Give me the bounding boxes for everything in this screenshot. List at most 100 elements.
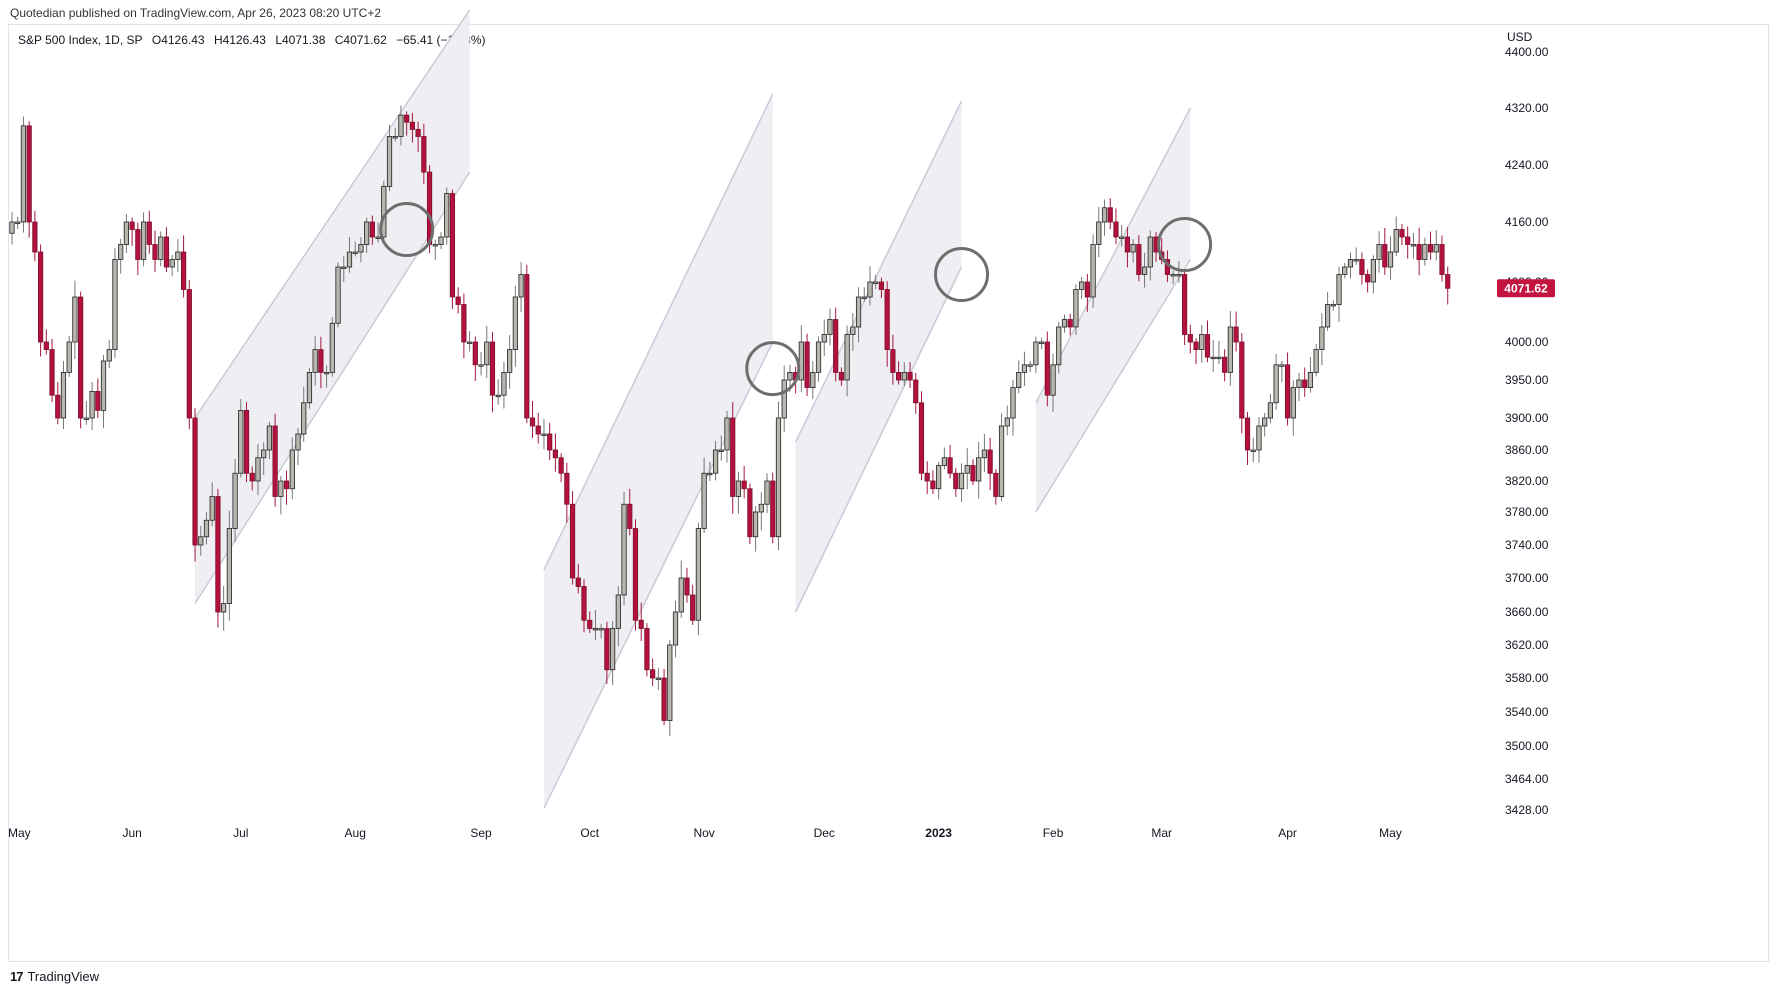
- candle: [26, 121, 32, 238]
- candle: [1004, 405, 1010, 436]
- candle: [993, 469, 999, 505]
- candle: [1176, 260, 1182, 283]
- candle: [1347, 252, 1354, 279]
- x-tick-label: Nov: [693, 826, 714, 840]
- candle: [815, 336, 822, 382]
- candle: [529, 400, 536, 438]
- chart-frame: [8, 24, 1769, 962]
- candle: [753, 506, 759, 552]
- candle: [335, 262, 341, 328]
- candle: [301, 386, 307, 442]
- candle: [261, 442, 267, 475]
- candle: [123, 213, 129, 253]
- legend-open: O4126.43: [151, 33, 205, 47]
- candle: [1107, 198, 1113, 230]
- candles-layer: [9, 105, 1451, 737]
- y-tick-label: 3500.00: [1505, 739, 1549, 753]
- candle: [1267, 393, 1273, 424]
- y-tick-label: 4000.00: [1505, 335, 1549, 349]
- y-tick-label: 3660.00: [1505, 605, 1549, 619]
- candle: [72, 280, 78, 360]
- candle: [449, 189, 456, 309]
- candle: [255, 444, 261, 496]
- candle: [346, 236, 353, 273]
- channel-fill-1: [543, 94, 773, 809]
- channel-lower-2: [794, 266, 963, 613]
- candle: [323, 365, 330, 388]
- candle: [352, 241, 358, 257]
- y-tick-label: 4160.00: [1505, 215, 1549, 229]
- candle: [1250, 437, 1256, 463]
- candle: [1136, 235, 1142, 282]
- candle: [295, 428, 301, 465]
- candle: [312, 336, 318, 386]
- candle: [718, 435, 724, 461]
- candle: [1119, 224, 1125, 247]
- x-tick-label: Sep: [470, 826, 492, 840]
- candle: [970, 459, 976, 485]
- candle: [1279, 360, 1285, 382]
- candle: [392, 127, 398, 142]
- candle: [821, 319, 827, 356]
- y-tick-label: 3780.00: [1505, 505, 1549, 519]
- candle: [650, 658, 656, 687]
- last-price-label: 4071.62: [1504, 281, 1548, 295]
- candle: [1256, 417, 1262, 463]
- candle: [15, 216, 21, 230]
- candle: [1079, 276, 1085, 299]
- candle: [936, 461, 942, 500]
- candle: [1044, 331, 1050, 407]
- candle: [1353, 247, 1359, 265]
- channel-fill-2: [795, 101, 962, 612]
- x-tick-label: May: [8, 826, 31, 840]
- candle: [1290, 380, 1296, 436]
- candle: [1010, 379, 1016, 436]
- candle: [415, 121, 421, 152]
- candle: [1141, 252, 1148, 288]
- time-axis[interactable]: May Jun Jul Aug Sep Oct Nov Dec 2023 Feb Mar Apr May: [8, 826, 1402, 840]
- candle: [1027, 360, 1033, 372]
- candle: [855, 287, 862, 343]
- legend-low: L4071.38: [275, 33, 326, 47]
- candle: [998, 413, 1005, 502]
- candle: [941, 447, 947, 470]
- x-tick-label: Dec: [814, 826, 835, 840]
- legend-high: H4126.43: [213, 33, 266, 47]
- candle: [32, 210, 38, 262]
- candle: [1216, 340, 1222, 365]
- candle: [66, 335, 72, 377]
- candle: [192, 408, 198, 562]
- candle: [129, 217, 135, 246]
- y-tick-label: 3700.00: [1505, 571, 1549, 585]
- candle: [798, 325, 804, 393]
- candle: [358, 236, 364, 263]
- candle: [444, 187, 450, 245]
- price-axis[interactable]: USD4400.004320.004240.004160.004080.0040…: [1497, 30, 1555, 817]
- candle: [1021, 351, 1028, 386]
- highlight-circle-1: [745, 341, 801, 397]
- highlight-circle-0: [379, 202, 435, 257]
- candle: [398, 105, 404, 146]
- candle: [100, 354, 107, 429]
- candle: [644, 623, 650, 677]
- candle: [106, 339, 112, 368]
- candle: [375, 222, 381, 243]
- candle: [478, 351, 484, 376]
- candle: [598, 623, 604, 639]
- candle: [976, 441, 982, 499]
- candle: [884, 281, 890, 367]
- candle: [1330, 300, 1336, 311]
- candle: [49, 339, 55, 403]
- candle: [1039, 337, 1045, 350]
- candle: [1113, 208, 1119, 245]
- channel-fill-3: [1035, 108, 1191, 512]
- candle: [958, 463, 965, 502]
- candle: [501, 361, 507, 409]
- y-tick-label: 4240.00: [1505, 158, 1549, 172]
- candle: [249, 466, 255, 491]
- candle: [1382, 227, 1388, 275]
- candle: [386, 124, 393, 192]
- candle: [690, 584, 696, 625]
- y-tick-label: 4400.00: [1505, 45, 1549, 59]
